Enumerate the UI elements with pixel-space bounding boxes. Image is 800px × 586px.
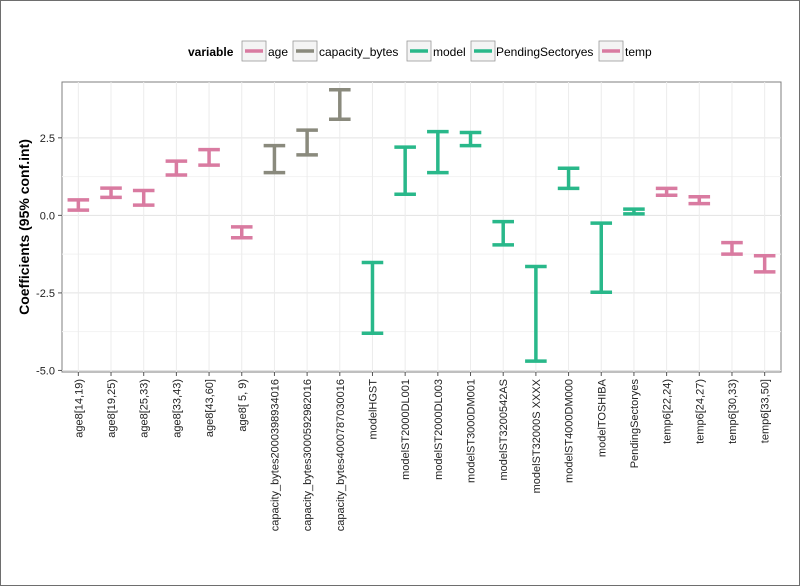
legend-label: capacity_bytes	[319, 45, 398, 59]
legend-item-capacity_bytes: capacity_bytes	[292, 40, 398, 62]
errorbar-temp	[655, 186, 678, 197]
errorbar-model	[427, 129, 449, 175]
errorbar-age	[230, 225, 253, 240]
x-tick-label: age8[33,43)	[171, 379, 183, 438]
x-tick-label: temp6[22,24)	[662, 379, 674, 444]
legend: variable age capacity_bytes model PendingSe…	[188, 40, 652, 62]
x-tick-label: modelST4000DM000	[564, 379, 576, 483]
x-tick-label: temp6[24,27)	[694, 379, 706, 444]
x-tick-label: age8[25,33)	[139, 379, 151, 438]
errorbar-capacity_bytes	[296, 128, 318, 157]
y-tick-label: 2.5	[40, 133, 55, 145]
x-tick-label: temp6[30,33)	[727, 379, 739, 444]
errorbar-model	[492, 219, 514, 247]
grid-lines	[62, 82, 781, 372]
x-tick-label: age8[ 5, 9)	[237, 379, 249, 432]
errorbar-temp	[688, 195, 711, 206]
errorbar-model	[459, 130, 482, 148]
legend-label: age	[268, 45, 288, 59]
errorbar-model	[525, 264, 547, 363]
x-tick-label: modelHGST	[367, 379, 379, 440]
x-tick-label: age8[14,19)	[73, 379, 85, 438]
x-tick-label: temp6[33,50]	[760, 379, 772, 443]
errorbar-age	[165, 159, 188, 177]
legend-items: age capacity_bytes model PendingSectoryes te…	[241, 40, 652, 62]
y-tick-label: -2.5	[36, 288, 55, 300]
errorbar-age	[100, 186, 122, 200]
x-tick-label: age8[43,60]	[204, 379, 216, 437]
x-tick-label: PendingSectoryes	[629, 379, 641, 469]
legend-title: variable	[188, 45, 234, 59]
x-tick-label: modelST3000DM001	[466, 379, 478, 483]
legend-item-age: age	[241, 40, 288, 62]
legend-item-model: model	[406, 40, 466, 62]
x-tick-label: modelTOSHIBA	[596, 378, 608, 457]
legend-label: model	[433, 45, 466, 59]
y-tick-label: 0.0	[40, 210, 55, 222]
errorbar-model	[557, 166, 580, 191]
x-tick-label: modelST32000S XXXX	[531, 378, 543, 493]
errorbar-capacity_bytes	[263, 143, 286, 175]
errorbar-PendingSectoryes	[623, 207, 645, 216]
errorbar-age	[198, 147, 220, 167]
legend-item-temp: temp	[598, 40, 652, 62]
errorbar-capacity_bytes	[329, 88, 351, 121]
x-tick-label: capacity_bytes4000787030016	[335, 379, 347, 531]
x-tick-label: modelST2000DL001	[400, 379, 412, 480]
error-bars	[67, 88, 776, 363]
errorbar-model	[394, 145, 416, 197]
errorbar-age	[67, 198, 90, 212]
errorbar-model	[361, 260, 384, 335]
x-tick-label: capacity_bytes3000592982016	[302, 379, 314, 531]
errorbar-temp	[721, 240, 743, 256]
y-tick-label: -5.0	[36, 365, 55, 377]
x-axis: age8[14,19) age8[19,25) age8[25,33) age8[33…	[73, 372, 772, 531]
legend-item-PendingSectoryes: PendingSectoryes	[470, 40, 593, 62]
legend-label: PendingSectoryes	[496, 45, 593, 59]
errorbar-temp	[753, 253, 776, 274]
plot-background	[61, 81, 782, 373]
errorbar-model	[590, 221, 613, 295]
y-axis: -5.0 -2.5 0.0 2.5	[36, 133, 62, 377]
x-tick-label: age8[19,25)	[106, 379, 118, 438]
y-axis-label: Coefficients (95% conf.int)	[16, 139, 32, 315]
errorbar-age	[132, 188, 155, 207]
x-tick-label: modelST3200542AS	[498, 379, 510, 481]
x-tick-label: capacity_bytes2000398934016	[269, 379, 281, 531]
x-tick-label: modelST2000DL003	[433, 379, 445, 480]
plot-panel	[61, 81, 782, 373]
legend-label: temp	[625, 45, 652, 59]
